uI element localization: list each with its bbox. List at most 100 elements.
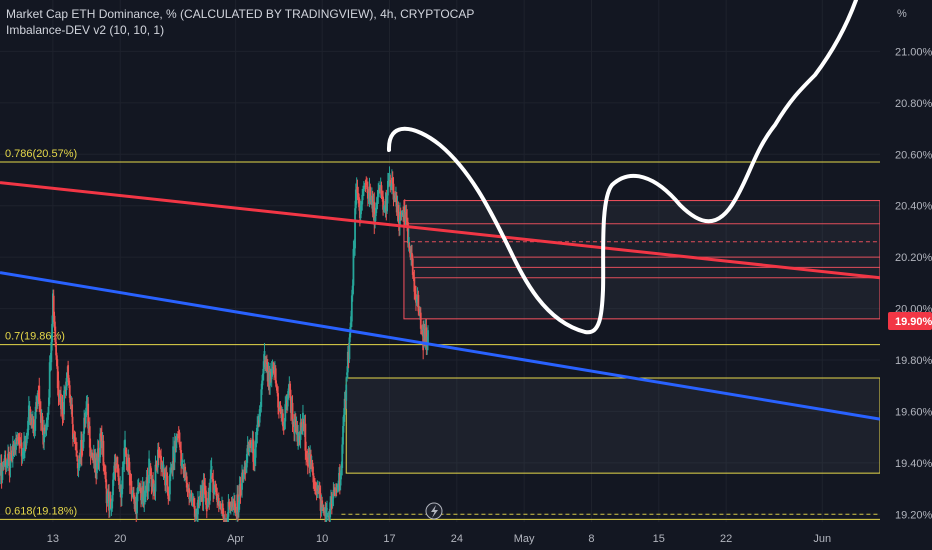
- candle-body: [427, 330, 429, 346]
- candle-body: [3, 461, 5, 467]
- candle-body: [140, 497, 143, 501]
- candle-body: [136, 487, 139, 494]
- candle-body: [20, 442, 23, 457]
- candle-body: [399, 211, 401, 227]
- candle-body: [287, 388, 290, 396]
- candle-body: [322, 507, 325, 513]
- candle-body: [331, 498, 334, 504]
- candle-body: [233, 500, 236, 507]
- lightning-icon[interactable]: [425, 502, 443, 520]
- candle-body: [72, 424, 74, 440]
- candle-body: [147, 483, 150, 491]
- candle-body: [73, 436, 76, 439]
- candle-body: [198, 499, 201, 505]
- candle-body: [160, 455, 162, 470]
- candle-body: [23, 441, 26, 453]
- candle-body: [63, 390, 66, 415]
- candle-body: [47, 413, 49, 420]
- candle-body: [46, 419, 49, 423]
- candle-body: [361, 194, 364, 205]
- candle-body: [356, 186, 359, 194]
- candle-body: [181, 460, 184, 463]
- candle-body: [61, 401, 64, 419]
- candle-body: [369, 186, 372, 202]
- candle-body: [124, 450, 127, 454]
- candle-body: [26, 435, 29, 437]
- candle-body: [360, 204, 363, 211]
- indicator-label[interactable]: Imbalance-DEV v2 (10, 10, 1): [6, 23, 165, 37]
- candle-body: [15, 437, 17, 450]
- candle-body: [321, 500, 324, 508]
- time-axis[interactable]: 13 20 Apr 10 17 24 May 8 15 22 Jun: [0, 522, 932, 550]
- candle-body: [366, 181, 368, 190]
- candle-body: [102, 440, 105, 466]
- candle-body: [346, 372, 348, 376]
- candle-body: [209, 482, 211, 501]
- candle-body: [205, 504, 208, 512]
- candle-body: [350, 316, 352, 328]
- candle-body: [64, 389, 67, 391]
- candle-body: [173, 440, 176, 463]
- candle-body: [38, 385, 41, 405]
- candle-body: [54, 326, 57, 343]
- candle-body: [166, 475, 169, 493]
- price-tick-label: 20.20%: [895, 252, 932, 264]
- candle-body: [132, 492, 135, 498]
- candle-body: [229, 506, 231, 509]
- candle-body: [229, 507, 232, 509]
- candle-body: [77, 467, 80, 469]
- candle-body: [56, 355, 58, 367]
- candle-body: [99, 433, 102, 458]
- candle-body: [7, 453, 10, 459]
- projection-path: [386, 0, 858, 335]
- candle-body: [411, 258, 414, 275]
- candle-body: [213, 490, 215, 493]
- imbalance-zone: [403, 200, 881, 320]
- candle-body: [345, 384, 348, 401]
- candle-body: [52, 295, 55, 316]
- candle-body: [202, 482, 205, 502]
- trendlines[interactable]: [0, 181, 881, 421]
- candle-body: [294, 419, 297, 426]
- freehand-drawing[interactable]: [386, 0, 858, 335]
- candle-body: [188, 488, 191, 499]
- price-axis[interactable]: % 21.00%20.80%20.60%20.40%20.20%20.00%19…: [880, 0, 932, 550]
- candle-body: [346, 351, 349, 373]
- candle-body: [289, 383, 292, 398]
- candle-body: [35, 402, 37, 413]
- price-tick-label: 20.80%: [895, 98, 932, 110]
- candle-body: [149, 466, 152, 476]
- candle-body: [415, 299, 418, 303]
- symbol-title[interactable]: Market Cap ETH Dominance, % (CALCULATED …: [6, 7, 475, 21]
- candle-body: [386, 195, 389, 212]
- candles: [0, 166, 429, 535]
- candle-body: [204, 485, 207, 491]
- time-tick-label: 20: [114, 533, 126, 545]
- candle-body: [152, 479, 154, 493]
- candle-body: [350, 295, 353, 322]
- last-price-tag: 19.90%: [888, 312, 932, 330]
- candle-body: [197, 499, 199, 515]
- candle-body: [325, 509, 328, 526]
- candle-body: [417, 294, 420, 312]
- candle-body: [116, 462, 118, 466]
- candle-body: [27, 420, 29, 436]
- time-axis-background: [0, 522, 932, 550]
- candle-body: [245, 467, 247, 469]
- candle-body: [111, 495, 114, 509]
- candle-body: [154, 464, 157, 492]
- candle-body: [284, 404, 287, 422]
- candle-body: [407, 222, 409, 244]
- candle-body: [255, 434, 258, 441]
- candle-body: [87, 403, 90, 429]
- candle-body: [32, 419, 35, 434]
- candle-body: [205, 490, 207, 505]
- candle-body: [67, 365, 70, 378]
- candle-body: [408, 246, 411, 249]
- candle-body: [245, 454, 248, 468]
- candle-body: [123, 448, 126, 465]
- candle-body: [382, 207, 385, 210]
- candle-body: [60, 393, 62, 410]
- candle-body: [291, 402, 294, 425]
